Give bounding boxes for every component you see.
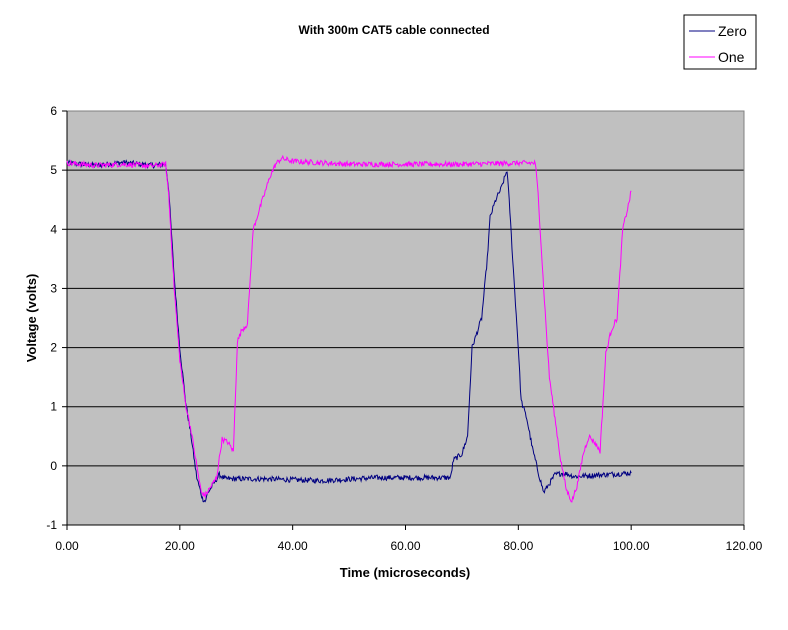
legend: Zero One: [683, 14, 757, 70]
x-tick-label: 0.00: [55, 539, 79, 553]
x-tick-label: 80.00: [503, 539, 533, 553]
y-tick-label: 1: [50, 400, 57, 414]
x-tick-label: 100.00: [613, 539, 650, 553]
x-tick-label: 120.00: [726, 539, 763, 553]
y-tick-label: 4: [50, 222, 57, 236]
plot-area: [67, 111, 744, 525]
y-tick-label: -1: [46, 518, 57, 532]
x-tick-label: 20.00: [165, 539, 195, 553]
legend-label-zero: Zero: [718, 23, 747, 39]
y-axis-title: Voltage (volts): [24, 274, 39, 363]
y-tick-label: 5: [50, 163, 57, 177]
x-axis-title: Time (microseconds): [340, 565, 471, 580]
series-line-one: [66, 154, 632, 503]
series-layer: [66, 154, 632, 503]
y-tick-label: 2: [50, 341, 57, 355]
x-tick-label: 60.00: [390, 539, 420, 553]
y-tick-label: 6: [50, 104, 57, 118]
legend-label-one: One: [718, 49, 745, 65]
x-tick-label: 40.00: [278, 539, 308, 553]
chart-title: With 300m CAT5 cable connected: [298, 23, 489, 37]
y-tick-label: 3: [50, 281, 57, 295]
y-tick-label: 0: [50, 459, 57, 473]
legend-box: [683, 14, 757, 70]
